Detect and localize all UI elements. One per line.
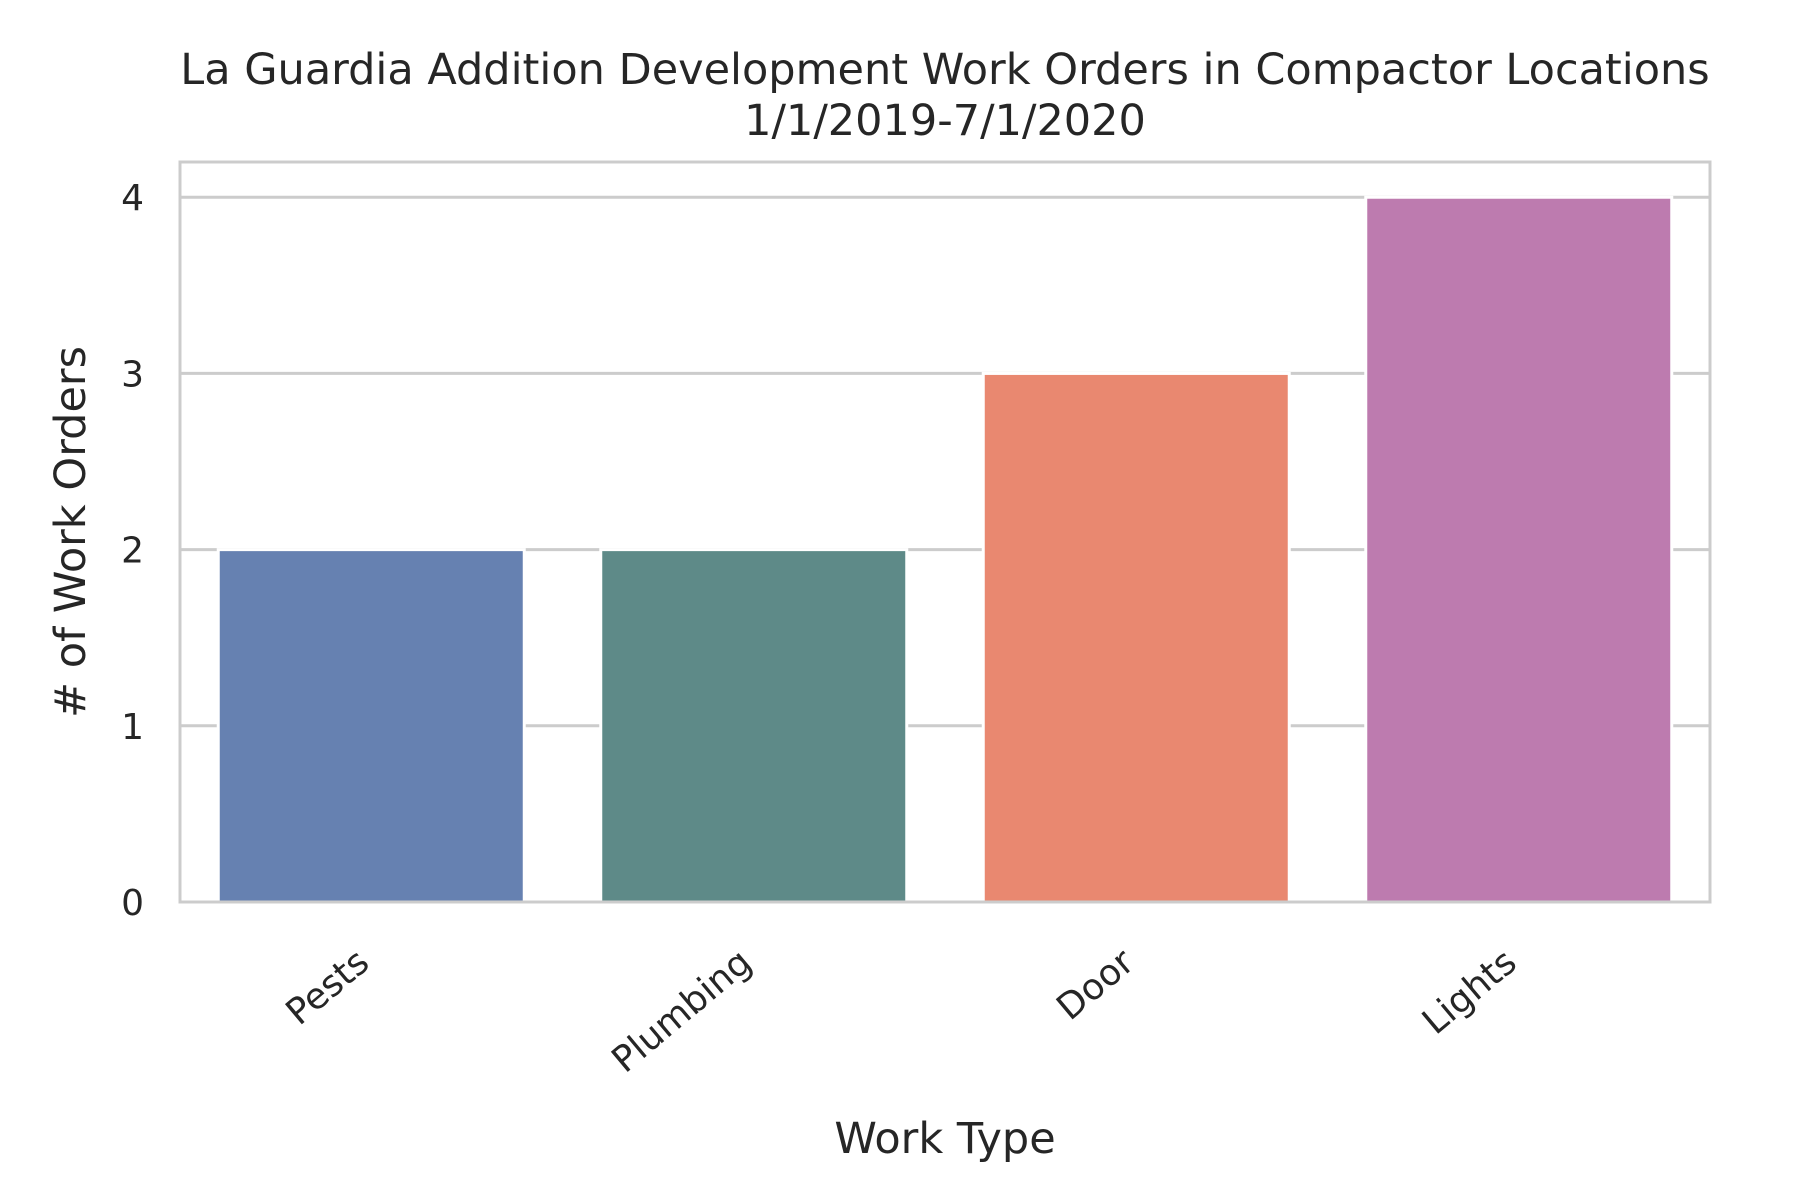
- bar-pests: [216, 548, 526, 904]
- x-axis-label: Work Type: [834, 1114, 1055, 1164]
- y-axis-label: # of Work Orders: [46, 346, 96, 718]
- y-tick-label-4: 4: [121, 178, 144, 219]
- chart-subtitle: 1/1/2019-7/1/2020: [744, 96, 1146, 146]
- y-tick-label-1: 1: [121, 707, 144, 748]
- bar-lights: [1364, 195, 1674, 904]
- y-tick-label-3: 3: [121, 354, 144, 395]
- bar-plumbing: [599, 548, 909, 904]
- y-tick-label-2: 2: [121, 531, 144, 572]
- y-tick-label-0: 0: [121, 883, 144, 924]
- plot-frame: [178, 160, 1712, 904]
- y-tick-labels: 0 1 2 3 4: [121, 178, 144, 924]
- chart-title: La Guardia Addition Development Work Ord…: [180, 45, 1709, 95]
- bars: [216, 195, 1674, 904]
- bar-door: [981, 371, 1291, 904]
